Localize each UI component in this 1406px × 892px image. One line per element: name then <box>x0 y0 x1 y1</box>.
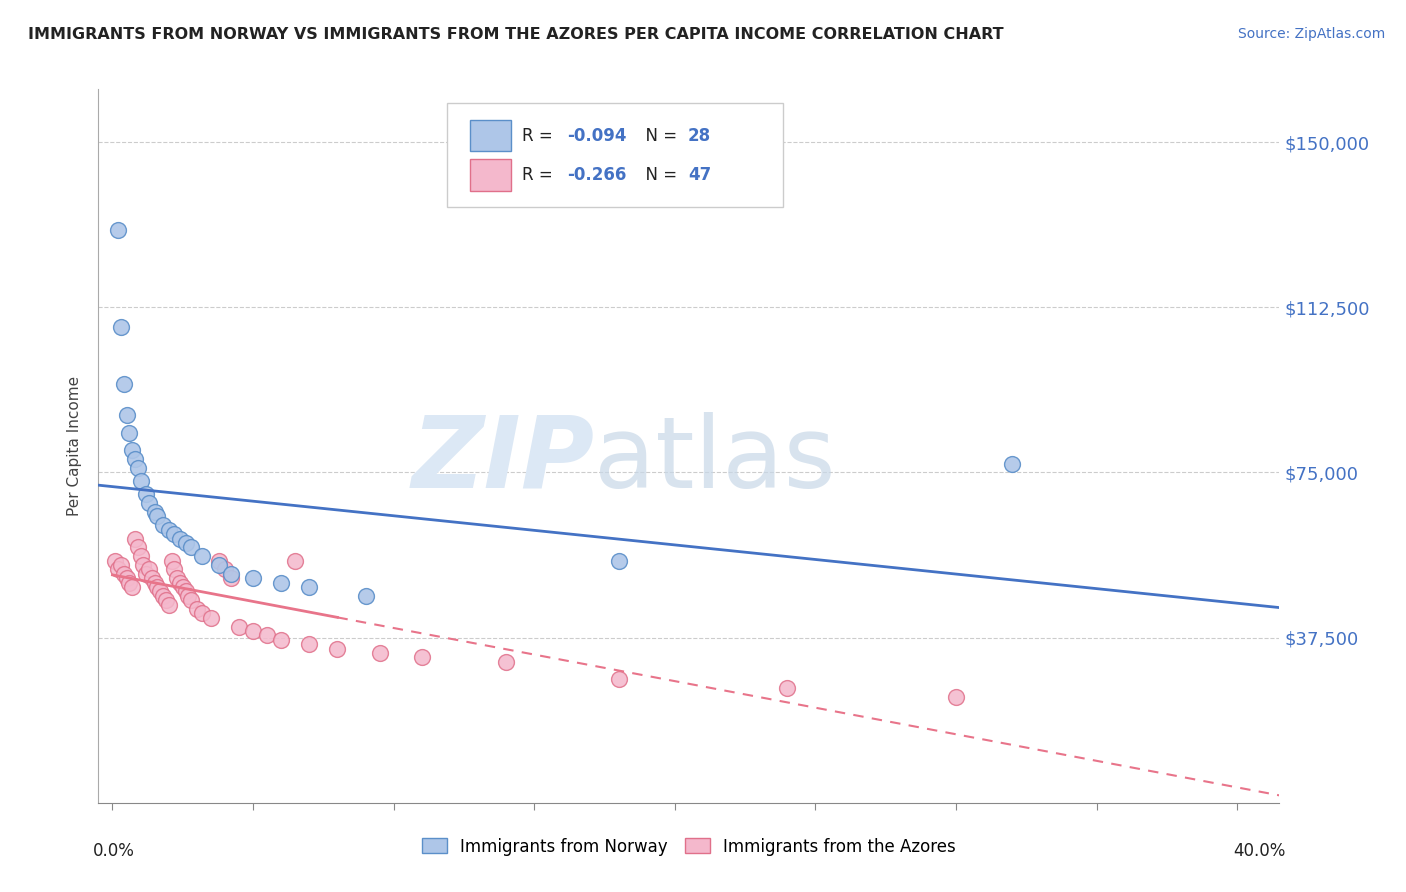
Point <box>127 461 149 475</box>
Point <box>411 650 433 665</box>
Point <box>118 425 141 440</box>
Point <box>242 624 264 638</box>
Text: IMMIGRANTS FROM NORWAY VS IMMIGRANTS FROM THE AZORES PER CAPITA INCOME CORRELATI: IMMIGRANTS FROM NORWAY VS IMMIGRANTS FRO… <box>28 27 1004 42</box>
Point <box>191 549 214 563</box>
Point <box>124 452 146 467</box>
Point <box>169 575 191 590</box>
Text: Source: ZipAtlas.com: Source: ZipAtlas.com <box>1237 27 1385 41</box>
Legend: Immigrants from Norway, Immigrants from the Azores: Immigrants from Norway, Immigrants from … <box>415 831 963 863</box>
Y-axis label: Per Capita Income: Per Capita Income <box>67 376 83 516</box>
Point <box>607 553 630 567</box>
Point <box>163 562 186 576</box>
Text: atlas: atlas <box>595 412 837 508</box>
Point <box>191 607 214 621</box>
Point <box>166 571 188 585</box>
Point <box>129 549 152 563</box>
Point <box>163 527 186 541</box>
Point <box>118 575 141 590</box>
FancyBboxPatch shape <box>471 120 510 152</box>
Point <box>143 505 166 519</box>
Point <box>208 558 231 572</box>
Point <box>138 496 160 510</box>
Text: 28: 28 <box>688 127 711 145</box>
Point <box>129 475 152 489</box>
Point <box>160 553 183 567</box>
Point <box>214 562 236 576</box>
Text: R =: R = <box>523 166 558 184</box>
Text: N =: N = <box>634 166 682 184</box>
Point <box>104 553 127 567</box>
Text: 47: 47 <box>688 166 711 184</box>
Point <box>256 628 278 642</box>
Point <box>107 562 129 576</box>
Point <box>112 377 135 392</box>
Point <box>186 602 208 616</box>
Point <box>284 553 307 567</box>
Point <box>177 589 200 603</box>
Point <box>138 562 160 576</box>
Point <box>110 558 132 572</box>
Point <box>132 558 155 572</box>
Point <box>219 566 242 581</box>
Point <box>135 566 157 581</box>
Point <box>143 575 166 590</box>
Point <box>174 584 197 599</box>
Point <box>326 641 349 656</box>
Text: N =: N = <box>634 127 682 145</box>
Point <box>115 571 138 585</box>
Point <box>169 532 191 546</box>
Point <box>219 571 242 585</box>
Point <box>127 541 149 555</box>
Point <box>354 589 377 603</box>
Point <box>172 580 194 594</box>
Point <box>495 655 517 669</box>
Point <box>180 593 202 607</box>
Point <box>776 681 799 696</box>
FancyBboxPatch shape <box>471 159 510 191</box>
Point <box>112 566 135 581</box>
Point <box>157 598 180 612</box>
Point <box>270 632 292 647</box>
Point <box>146 509 169 524</box>
Point <box>228 619 250 633</box>
Point <box>152 589 174 603</box>
Point <box>146 580 169 594</box>
Point <box>155 593 177 607</box>
Text: 40.0%: 40.0% <box>1233 842 1285 860</box>
Point <box>115 408 138 422</box>
Point <box>298 580 321 594</box>
Point <box>135 487 157 501</box>
Point <box>124 532 146 546</box>
Point <box>141 571 163 585</box>
Point <box>180 541 202 555</box>
Point <box>110 320 132 334</box>
Point <box>270 575 292 590</box>
Text: R =: R = <box>523 127 558 145</box>
Point <box>607 673 630 687</box>
Text: -0.266: -0.266 <box>567 166 627 184</box>
Point <box>149 584 172 599</box>
FancyBboxPatch shape <box>447 103 783 207</box>
Point <box>121 580 143 594</box>
Point <box>107 223 129 237</box>
Point <box>157 523 180 537</box>
Point <box>298 637 321 651</box>
Point <box>945 690 967 704</box>
Point <box>152 518 174 533</box>
Point <box>121 443 143 458</box>
Text: 0.0%: 0.0% <box>93 842 135 860</box>
Point <box>208 553 231 567</box>
Point <box>368 646 391 660</box>
Text: ZIP: ZIP <box>412 412 595 508</box>
Point <box>200 611 222 625</box>
Point <box>242 571 264 585</box>
Text: -0.094: -0.094 <box>567 127 627 145</box>
Point <box>174 536 197 550</box>
Point <box>1001 457 1024 471</box>
